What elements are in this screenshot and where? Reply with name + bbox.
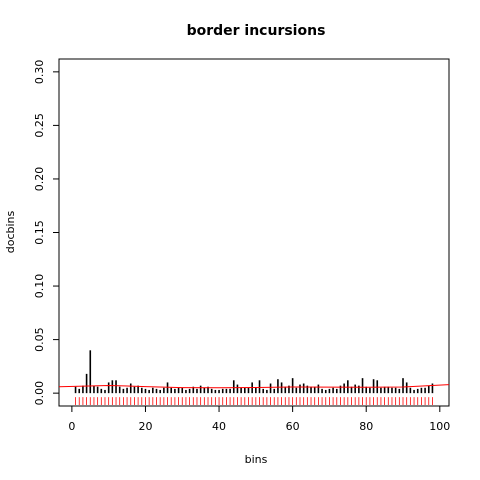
x-tick-label: 0: [68, 420, 75, 433]
x-tick-label: 100: [429, 420, 450, 433]
y-tick-label: 0.20: [33, 167, 46, 192]
chart-title: border incursions: [187, 23, 326, 39]
x-tick-label: 40: [212, 420, 226, 433]
y-tick-label: 0.25: [33, 113, 46, 138]
x-tick-label: 80: [359, 420, 373, 433]
y-tick-label: 0.05: [33, 327, 46, 352]
plot-area: 0 20 40 60 80 100 0.00 0.05 0.10 0.15 0.20 0.25 0.30: [33, 58, 450, 433]
y-tick-label: 0.15: [33, 220, 46, 245]
x-tick-label: 20: [138, 420, 152, 433]
y-tick-label: 0.30: [33, 60, 46, 85]
smooth-line: [58, 384, 450, 389]
x-tick-label: 60: [286, 420, 300, 433]
x-axis-label: bins: [245, 453, 268, 466]
y-tick-label: 0.00: [33, 381, 46, 406]
y-tick-label: 0.10: [33, 274, 46, 299]
y-axis-label: docbins: [4, 210, 17, 253]
